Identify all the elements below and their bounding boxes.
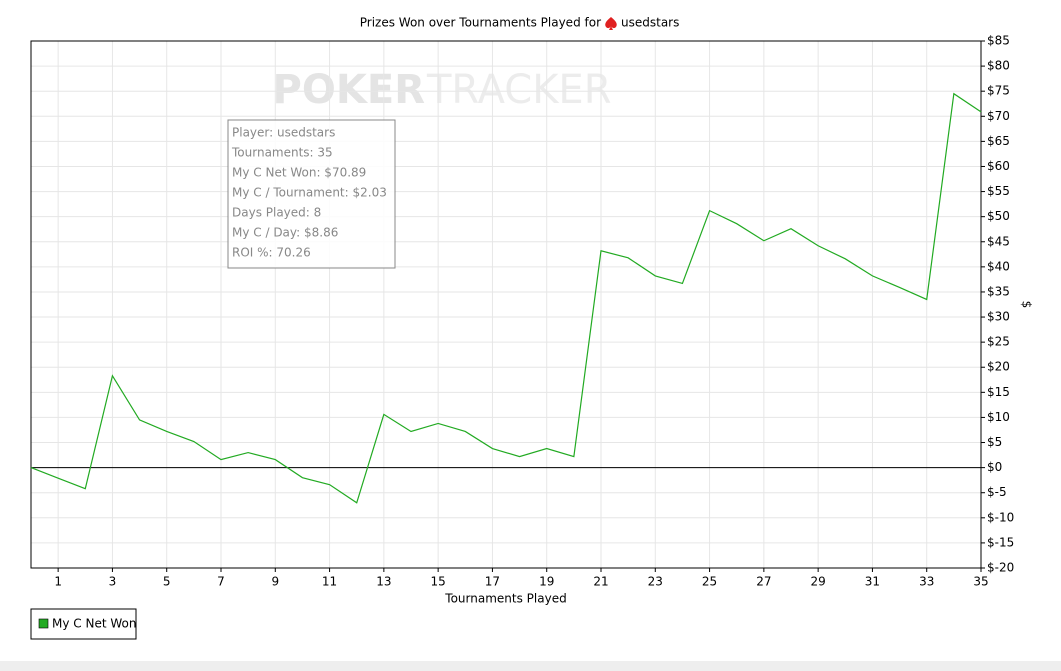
y-tick-label: $0: [987, 460, 1002, 474]
y-tick-label: $85: [987, 34, 1010, 48]
x-tick-label: 15: [431, 575, 446, 589]
bottom-strip: [0, 661, 1061, 671]
y-tick-label: $45: [987, 234, 1010, 248]
info-line: My C / Tournament: $2.03: [232, 186, 387, 200]
x-tick-label: 13: [376, 575, 391, 589]
watermark: TRACKER: [426, 67, 612, 113]
x-tick-label: 7: [217, 575, 225, 589]
y-tick-label: $25: [987, 335, 1010, 349]
y-tick-label: $20: [987, 360, 1010, 374]
y-axis-label: $: [1020, 301, 1034, 309]
y-tick-label: $40: [987, 259, 1010, 273]
info-line: ROI %: 70.26: [232, 246, 311, 260]
y-tick-label: $30: [987, 310, 1010, 324]
y-tick-label: $55: [987, 184, 1010, 198]
series-line: [30, 92, 982, 504]
y-tick-label: $15: [987, 385, 1010, 399]
x-tick-label: 17: [485, 575, 500, 589]
y-tick-label: $-5: [987, 485, 1007, 499]
x-tick-label: 27: [756, 575, 771, 589]
info-line: Tournaments: 35: [231, 146, 333, 160]
x-tick-label: 5: [163, 575, 171, 589]
x-tick-label: 1: [54, 575, 62, 589]
y-tick-label: $5: [987, 435, 1002, 449]
y-tick-label: $35: [987, 284, 1010, 298]
y-tick-label: $50: [987, 209, 1010, 223]
x-tick-label: 9: [271, 575, 279, 589]
legend: [30, 608, 137, 640]
watermark: POKER: [273, 67, 425, 113]
legend-label: My C Net Won: [52, 617, 136, 631]
y-tick-label: $80: [987, 59, 1010, 73]
info-box: [227, 119, 396, 269]
x-tick-label: 19: [539, 575, 554, 589]
x-tick-label: 21: [593, 575, 608, 589]
player-icon: [605, 17, 617, 30]
plot-frame: [30, 40, 982, 569]
y-tick-label: $75: [987, 84, 1010, 98]
info-line: My C Net Won: $70.89: [232, 166, 366, 180]
title-group: Prizes Won over Tournaments Played for u…: [360, 16, 679, 30]
info-line: My C / Day: $8.86: [232, 226, 338, 240]
x-tick-label: 3: [109, 575, 117, 589]
y-tick-label: $70: [987, 109, 1010, 123]
y-tick-label: $60: [987, 159, 1010, 173]
x-tick-label: 33: [919, 575, 934, 589]
legend-swatch: [38, 618, 49, 629]
x-tick-label: 29: [811, 575, 826, 589]
y-tick-label: $65: [987, 134, 1010, 148]
y-tick-label: $-15: [987, 535, 1014, 549]
x-axis-label: Tournaments Played: [444, 592, 566, 606]
y-tick-label: $-20: [987, 561, 1014, 575]
y-tick-label: $10: [987, 410, 1010, 424]
y-tick-label: $-10: [987, 510, 1014, 524]
x-tick-label: 35: [973, 575, 988, 589]
x-tick-label: 25: [702, 575, 717, 589]
x-tick-label: 31: [865, 575, 880, 589]
x-tick-label: 11: [322, 575, 337, 589]
info-line: Days Played: 8: [232, 206, 321, 220]
info-line: Player: usedstars: [232, 126, 335, 140]
x-tick-label: 23: [648, 575, 663, 589]
chart-title: Prizes Won over Tournaments Played for: [360, 16, 601, 30]
player-name: usedstars: [621, 16, 679, 30]
